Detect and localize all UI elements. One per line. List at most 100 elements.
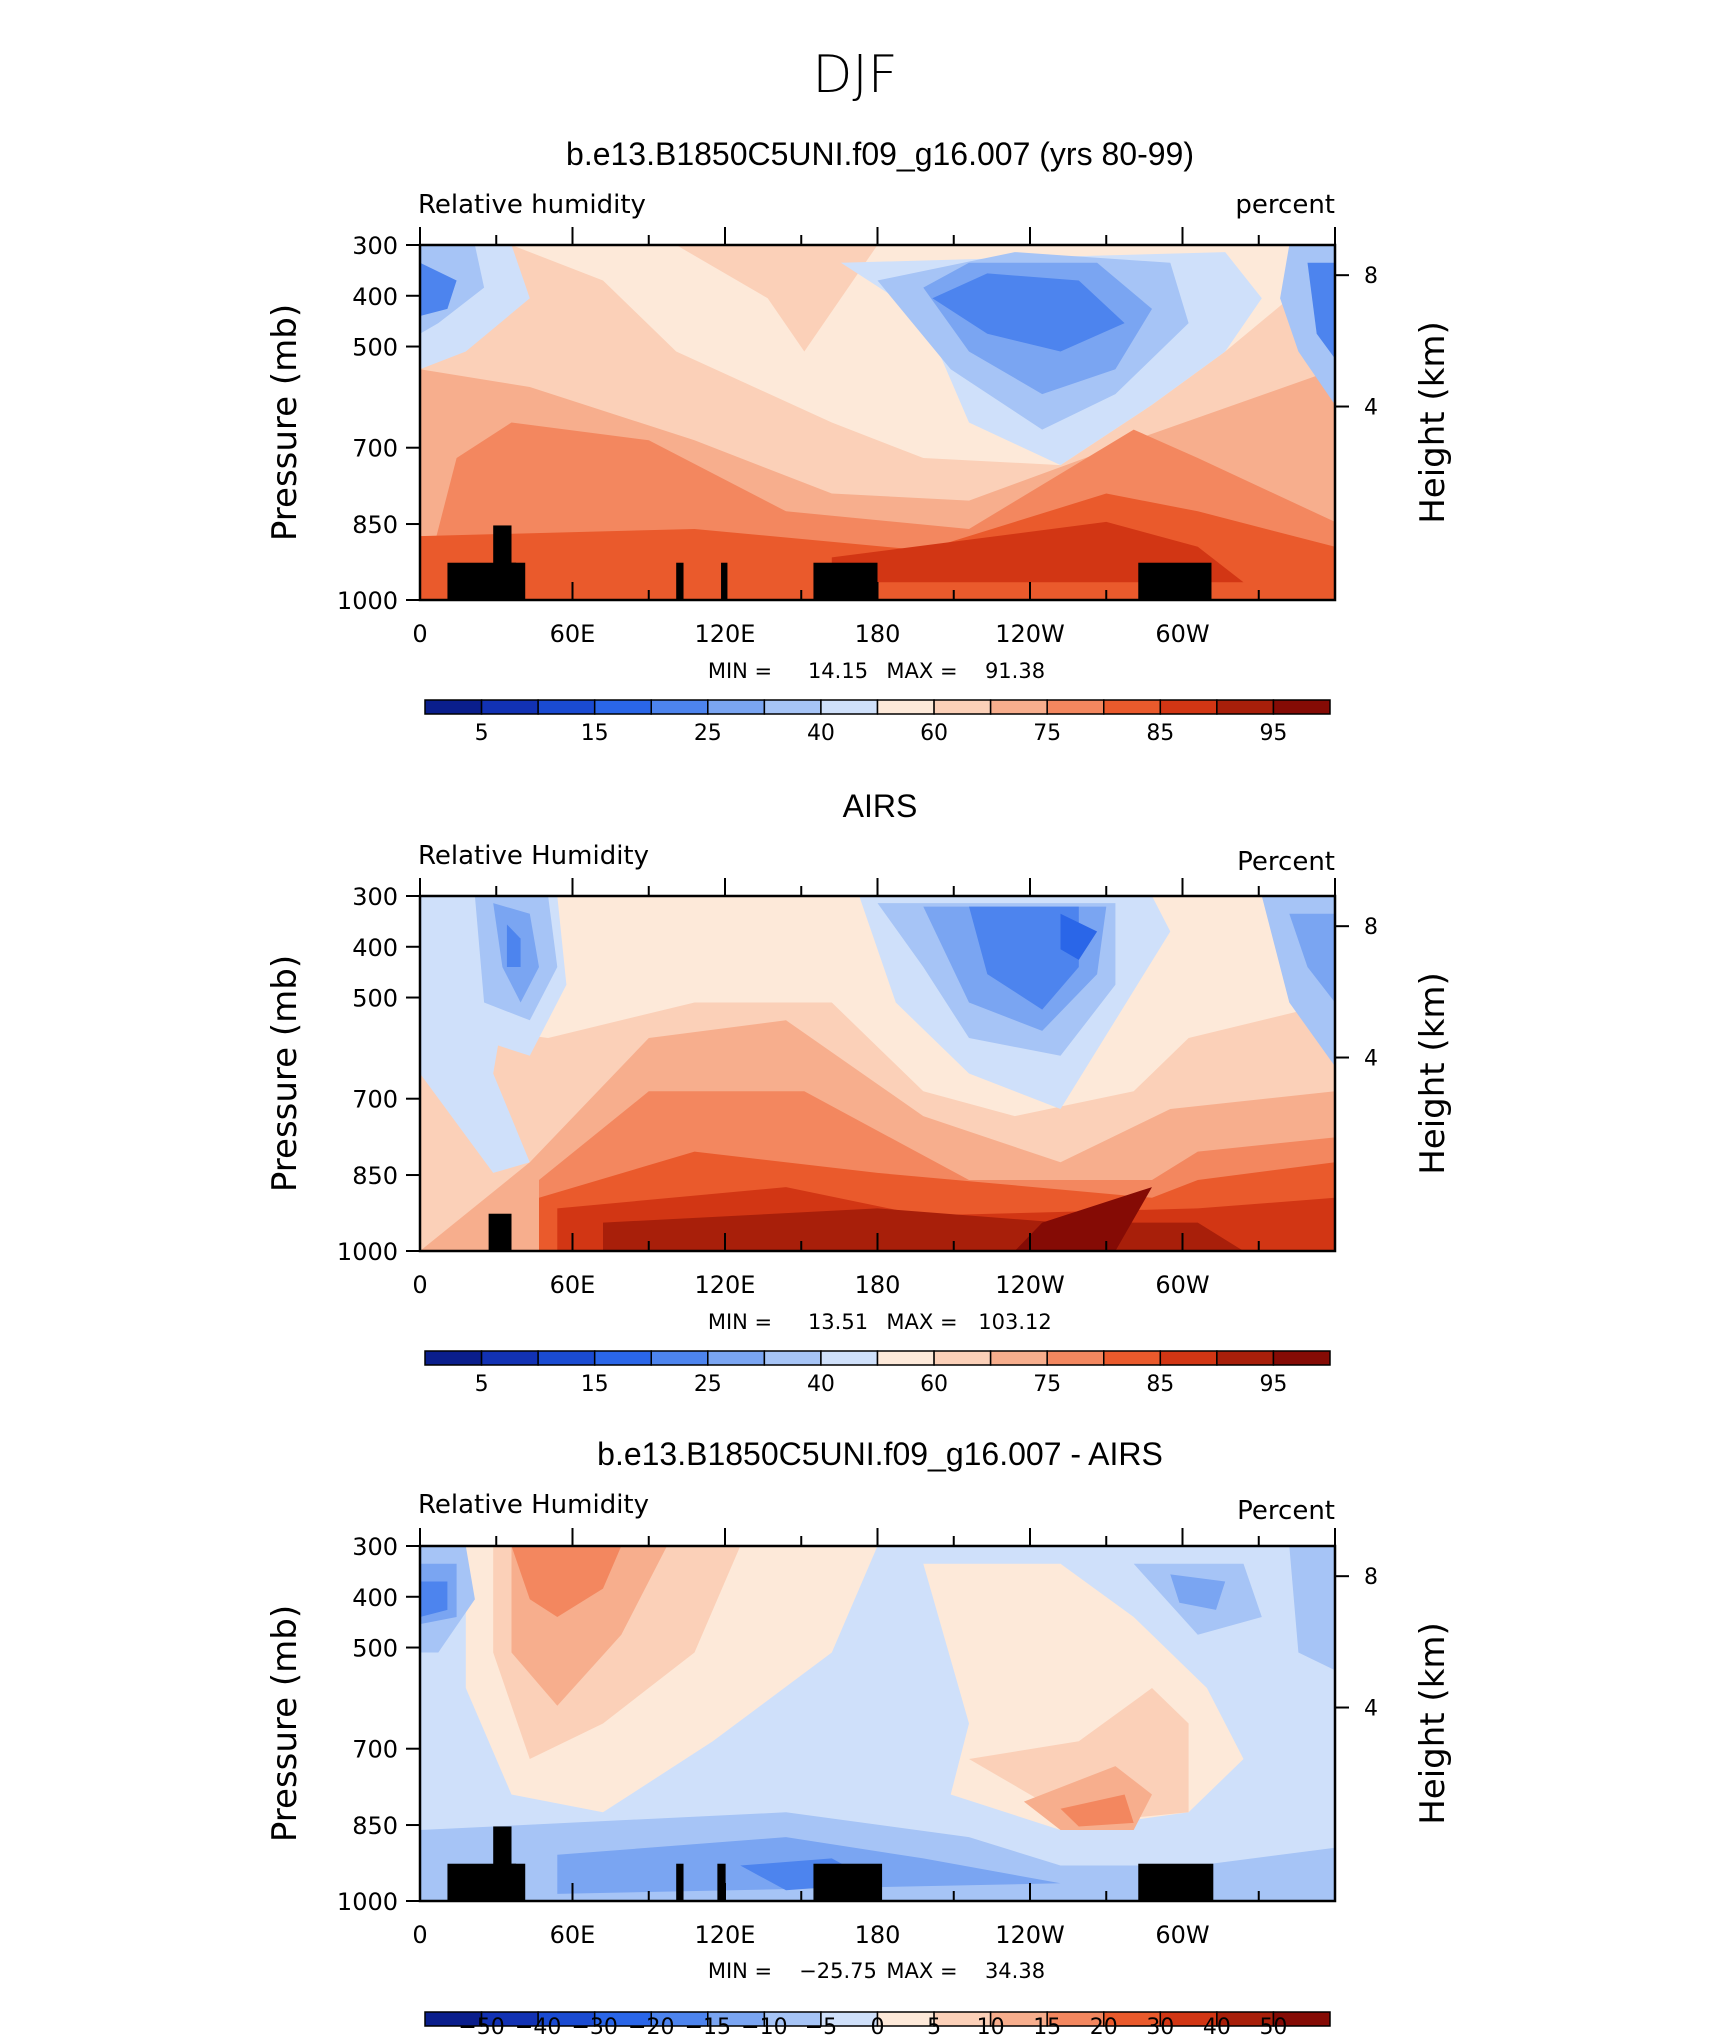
min-value: 13.51 <box>808 1310 868 1334</box>
x-tick-label: 120E <box>695 1921 756 1949</box>
panel-variable-label: Relative humidity <box>418 190 646 220</box>
panel-units-label: Percent <box>1237 1496 1335 1526</box>
colorbar: 5 15 25 40 60 75 85 95 <box>424 1350 1331 1397</box>
colorbar-swatch <box>820 1350 879 1366</box>
contour-band <box>506 924 521 967</box>
colorbar-swatch <box>1103 1350 1162 1366</box>
contour-band <box>1170 1574 1226 1610</box>
y2-tick-label: 8 <box>1364 1565 1378 1590</box>
colorbar-swatch <box>593 1350 652 1366</box>
panel-title: b.e13.B1850C5UNI.f09_g16.007 (yrs 80-99) <box>566 136 1194 172</box>
y2-tick-label: 8 <box>1364 264 1378 289</box>
colorbar-swatch <box>1216 699 1275 715</box>
colorbar-swatch <box>424 1350 483 1366</box>
colorbar-swatch <box>650 699 709 715</box>
colorbar-label: 5 <box>475 721 489 746</box>
panel-title: b.e13.B1850C5UNI.f09_g16.007 - AIRS <box>597 1436 1163 1472</box>
colorbar-swatch <box>480 699 539 715</box>
y-tick-label: 1000 <box>337 587 398 615</box>
colorbar-swatch <box>1272 699 1331 715</box>
colorbar-label: 60 <box>920 721 948 746</box>
min-max-readout: MIN = 14.15 MAX = 91.38 <box>708 659 1045 683</box>
colorbar-label: 10 <box>977 2015 1005 2038</box>
colorbar-swatch <box>707 699 766 715</box>
colorbar-swatch <box>593 699 652 715</box>
x-tick-label: 120W <box>995 620 1065 648</box>
x-tick-label: 60E <box>550 620 596 648</box>
y-tick-label: 400 <box>352 934 398 962</box>
colorbar-swatch <box>537 1350 596 1366</box>
y-tick-label: 1000 <box>337 1888 398 1916</box>
colorbar-label: 95 <box>1259 1372 1287 1397</box>
y-tick-label: 850 <box>352 511 398 539</box>
colorbar-label: 75 <box>1033 1372 1061 1397</box>
x-tick-label: 120E <box>695 1271 756 1299</box>
x-tick-label: 60E <box>550 1271 596 1299</box>
y-tick-label: 850 <box>352 1812 398 1840</box>
min-label: MIN = <box>708 1959 772 1983</box>
contour-band <box>932 273 1125 352</box>
colorbar-label: 5 <box>927 2015 941 2038</box>
colorbar-label: 75 <box>1033 721 1061 746</box>
colorbar-swatch <box>989 699 1048 715</box>
colorbar-label: 40 <box>807 1372 835 1397</box>
x-tick-label: 180 <box>855 620 901 648</box>
colorbar-label: 40 <box>807 721 835 746</box>
colorbar-swatch <box>933 699 992 715</box>
colorbar-label: 15 <box>581 721 609 746</box>
y-tick-label: 1000 <box>337 1238 398 1266</box>
topography-mask <box>511 562 526 600</box>
y-tick-label: 850 <box>352 1162 398 1190</box>
colorbar-swatch <box>763 1350 822 1366</box>
contour-field <box>420 245 1335 600</box>
colorbar-label: −15 <box>685 2015 731 2038</box>
contour-band <box>1289 1546 1335 1671</box>
y-tick-label: 300 <box>352 232 398 260</box>
panel-variable-label: Relative Humidity <box>418 841 649 871</box>
x-tick-label: 60W <box>1155 1271 1209 1299</box>
topography-mask <box>1138 1863 1214 1901</box>
x-tick-label: 60W <box>1155 620 1209 648</box>
colorbar-label: 15 <box>581 1372 609 1397</box>
y-tick-label: 700 <box>352 1736 398 1764</box>
x-tick-label: 0 <box>412 1271 427 1299</box>
colorbar-label: 85 <box>1146 1372 1174 1397</box>
y2-tick-label: 4 <box>1364 1697 1378 1722</box>
topography-mask <box>676 1863 684 1901</box>
max-value: 103.12 <box>978 1310 1051 1334</box>
topography-mask <box>493 525 512 600</box>
panel-1: b.e13.B1850C5UNI.f09_g16.007 (yrs 80-99)… <box>265 136 1453 746</box>
topography-mask <box>676 562 684 600</box>
y2-axis-title: Height (km) <box>1413 321 1453 524</box>
topography-mask <box>813 562 878 600</box>
y2-axis-title: Height (km) <box>1413 1622 1453 1825</box>
colorbar-label: 25 <box>694 1372 722 1397</box>
contour-field <box>420 1546 1335 1901</box>
colorbar-swatch <box>933 1350 992 1366</box>
y2-tick-label: 4 <box>1364 1047 1378 1072</box>
y-tick-label: 400 <box>352 1584 398 1612</box>
x-tick-label: 0 <box>412 620 427 648</box>
colorbar-swatch <box>707 1350 766 1366</box>
colorbar: 5 15 25 40 60 75 85 95 <box>424 699 1331 746</box>
colorbar-label: 50 <box>1259 2015 1287 2038</box>
x-tick-label: 60E <box>550 1921 596 1949</box>
panel-variable-label: Relative Humidity <box>418 1490 649 1520</box>
colorbar-swatch <box>763 699 822 715</box>
x-tick-label: 180 <box>855 1921 901 1949</box>
y-axis-title: Pressure (mb) <box>265 304 305 541</box>
topography-mask <box>493 1826 512 1901</box>
y-tick-label: 500 <box>352 334 398 362</box>
colorbar-label: −50 <box>458 2015 504 2038</box>
panel-units-label: percent <box>1235 190 1335 220</box>
colorbar-swatch <box>424 699 483 715</box>
y-tick-label: 700 <box>352 435 398 463</box>
min-label: MIN = <box>708 1310 772 1334</box>
colorbar-label: −5 <box>805 2015 837 2038</box>
x-tick-label: 120E <box>695 620 756 648</box>
y-axis-title: Pressure (mb) <box>265 955 305 1192</box>
colorbar-label: 40 <box>1203 2015 1231 2038</box>
colorbar-label: −30 <box>571 2015 617 2038</box>
y2-axis-title: Height (km) <box>1413 972 1453 1175</box>
